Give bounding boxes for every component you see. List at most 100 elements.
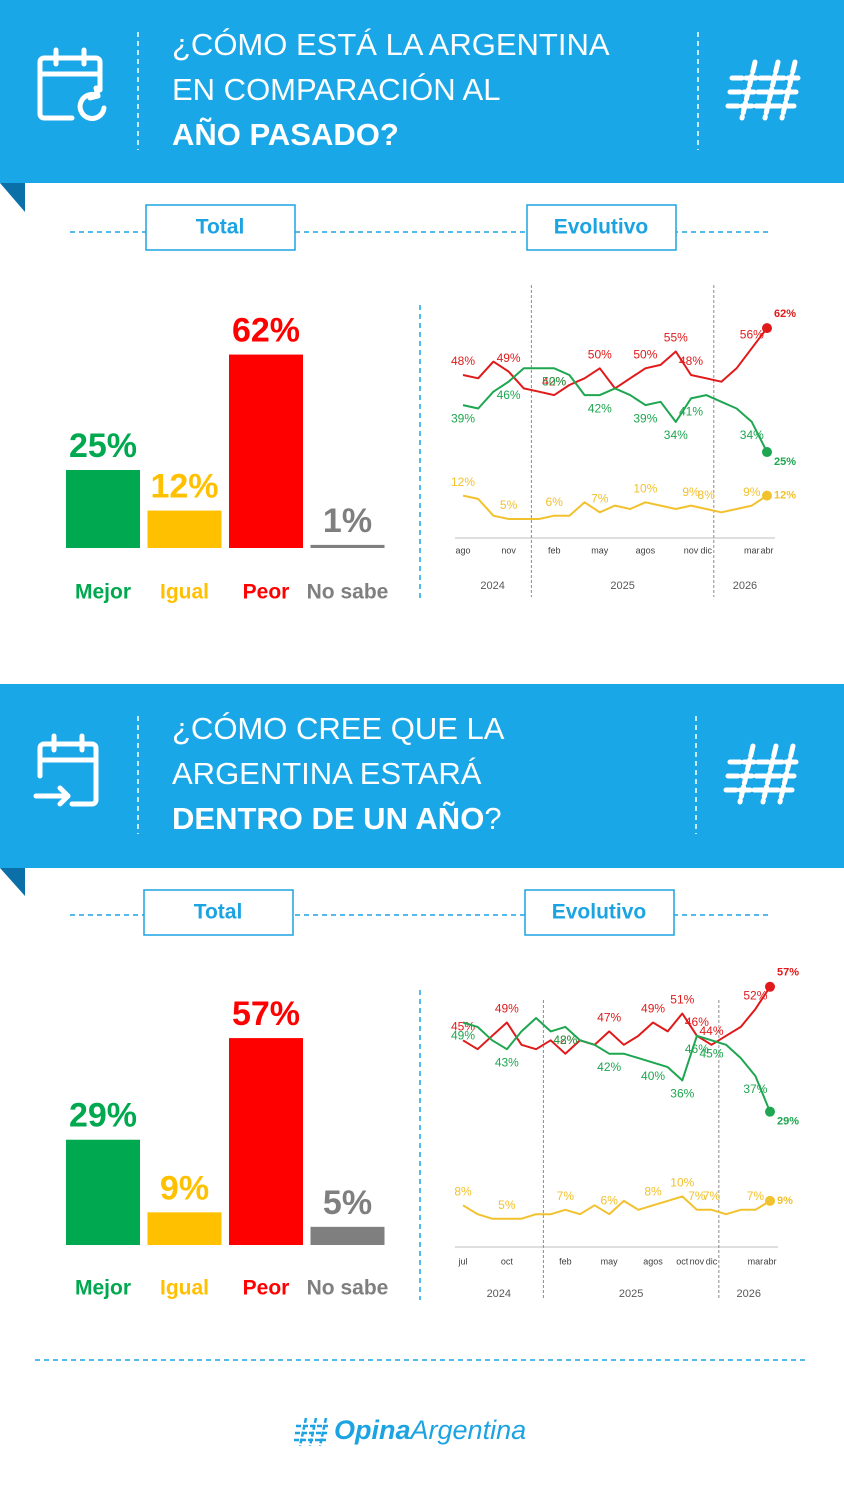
value-label: 55% [664, 331, 688, 345]
series-line [462, 494, 768, 520]
value-label: 9% [743, 485, 761, 499]
value-label: 8% [644, 1184, 662, 1198]
end-dot [765, 981, 775, 992]
value-label: 9% [682, 485, 700, 499]
bar [66, 1139, 140, 1245]
x-tick-label: oct [676, 1256, 689, 1266]
value-label: 62% [774, 308, 796, 320]
hashtag-icon [723, 743, 799, 805]
value-label: 48% [451, 354, 475, 368]
x-tick-label: feb [548, 545, 561, 555]
value-label: 42% [553, 1033, 577, 1047]
category-label: Peor [243, 581, 290, 604]
tab-box [524, 889, 675, 936]
bar [147, 510, 222, 548]
value-label: 45% [700, 1046, 724, 1060]
series-line [462, 1017, 771, 1113]
bar [229, 1038, 303, 1245]
value-label: 34% [740, 428, 764, 442]
value-label: 39% [451, 411, 475, 425]
year-label: 2025 [610, 580, 634, 592]
value-label: 57% [777, 967, 799, 979]
series-line [462, 986, 771, 1055]
tab: Evolutivo [554, 216, 649, 239]
value-label: 6% [601, 1193, 619, 1207]
value-label: 10% [633, 481, 657, 495]
value-label: 7% [703, 1189, 721, 1203]
value-label: 1% [323, 502, 372, 540]
year-label: 2026 [733, 580, 757, 592]
value-label: 7% [688, 1189, 706, 1203]
x-tick-label: agos [636, 545, 656, 555]
bar [310, 1226, 385, 1245]
value-label: 56% [740, 327, 764, 341]
bar [310, 544, 385, 548]
bar [147, 1212, 222, 1245]
category-label: Igual [160, 581, 209, 604]
value-label: 25% [774, 456, 796, 468]
value-label: 8% [698, 488, 716, 502]
x-tick-label: abr [763, 1256, 776, 1266]
calendar-icon [33, 733, 99, 807]
x-tick-label: nov [501, 545, 516, 555]
value-label: 46% [497, 388, 521, 402]
category-label: No sabe [307, 1277, 389, 1300]
value-label: 9% [160, 1169, 209, 1207]
value-label: 50% [542, 374, 566, 388]
x-tick-label: agos [643, 1256, 663, 1266]
value-label: 5% [323, 1184, 372, 1222]
value-label: 46% [685, 1042, 709, 1056]
value-label: 25% [69, 427, 137, 465]
value-label: 51% [670, 993, 694, 1007]
value-label: 36% [670, 1087, 694, 1101]
value-label: 7% [557, 1189, 575, 1203]
fold [0, 868, 25, 896]
value-label: 48% [679, 354, 703, 368]
title-line: DENTRO DE UN AÑO? [172, 801, 502, 836]
value-label: 12% [150, 468, 218, 506]
value-label: 34% [664, 428, 688, 442]
bar [66, 470, 140, 548]
tab: Total [196, 216, 245, 239]
calendar-icon [37, 47, 107, 121]
x-tick-label: may [601, 1256, 619, 1266]
x-tick-label: dic [706, 1256, 718, 1266]
end-dot [765, 1195, 775, 1206]
fold [0, 183, 25, 212]
logo: OpinaArgentina [334, 1415, 526, 1445]
value-label: 37% [743, 1082, 767, 1096]
value-label: 49% [497, 351, 521, 365]
category-label: Peor [243, 1277, 290, 1300]
year-label: 2024 [487, 1288, 511, 1300]
tab: Total [194, 901, 243, 924]
series-line [462, 1195, 771, 1220]
logo-icon [294, 1417, 328, 1447]
value-label: 40% [641, 1069, 665, 1083]
title-line: ¿CÓMO CREE QUE LA [172, 711, 505, 746]
category-label: Mejor [75, 581, 131, 604]
x-tick-label: feb [559, 1256, 572, 1266]
end-dot [762, 447, 772, 458]
title-line: ARGENTINA ESTARÁ [172, 756, 482, 791]
value-label: 49% [495, 1002, 519, 1016]
x-tick-label: dic [700, 545, 712, 555]
header-band [0, 0, 844, 183]
value-label: 44% [700, 1024, 724, 1038]
end-dot [762, 323, 772, 334]
value-label: 48% [553, 1033, 577, 1047]
x-tick-label: may [591, 545, 609, 555]
value-label: 43% [495, 1055, 519, 1069]
title-line: ¿CÓMO ESTÁ LA ARGENTINA [172, 27, 610, 62]
tab-box [526, 204, 677, 251]
title-bold: AÑO PASADO? [172, 117, 399, 152]
value-label: 52% [743, 988, 767, 1002]
x-tick-label: abr [760, 545, 773, 555]
value-label: 9% [777, 1195, 793, 1207]
value-label: 45% [451, 1019, 475, 1033]
value-label: 8% [454, 1184, 472, 1198]
x-tick-label: mar [744, 545, 760, 555]
value-label: 47% [597, 1011, 621, 1025]
value-label: 50% [588, 347, 612, 361]
tab: Evolutivo [552, 901, 647, 924]
